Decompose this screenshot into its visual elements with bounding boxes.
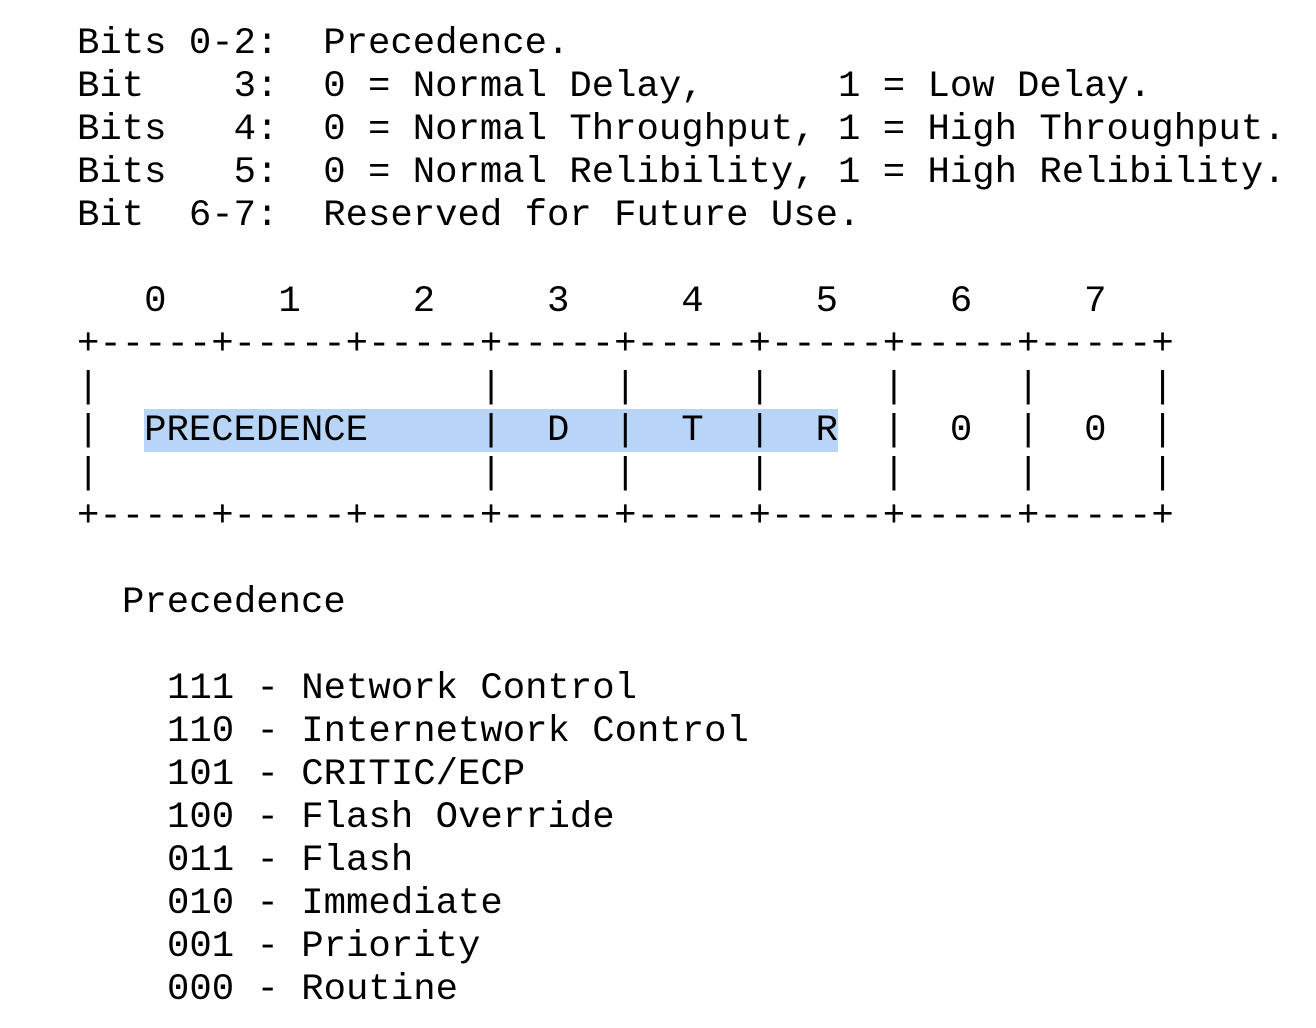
diagram-spacer-row: | | | | | | | <box>77 453 1174 495</box>
diagram-border-bottom: +-----+-----+-----+-----+-----+-----+---… <box>77 496 1174 538</box>
precedence-value: 010 - Immediate <box>167 883 503 925</box>
bit-description-line: Bit 6-7: Reserved for Future Use. <box>77 195 861 237</box>
precedence-value: 000 - Routine <box>167 969 458 1011</box>
field-highlight <box>144 409 838 452</box>
bit-description-line: Bits 5: 0 = Normal Relibility, 1 = High … <box>77 152 1286 194</box>
bit-description-line: Bit 3: 0 = Normal Delay, 1 = Low Delay. <box>77 66 1152 108</box>
precedence-value: 110 - Internetwork Control <box>167 711 749 753</box>
precedence-value: 111 - Network Control <box>167 668 638 710</box>
bit-description-line: Bits 4: 0 = Normal Throughput, 1 = High … <box>77 109 1286 151</box>
precedence-value: 011 - Flash <box>167 840 414 882</box>
bit-description-line: Bits 0-2: Precedence. <box>77 23 570 65</box>
precedence-value: 101 - CRITIC/ECP <box>167 754 526 796</box>
precedence-value: 001 - Priority <box>167 926 481 968</box>
precedence-value: 100 - Flash Override <box>167 797 615 839</box>
diagram-spacer-row: | | | | | | | <box>77 367 1174 409</box>
precedence-heading: Precedence <box>122 582 346 624</box>
diagram-border-top: +-----+-----+-----+-----+-----+-----+---… <box>77 324 1174 366</box>
bit-number-row: 0 1 2 3 4 5 6 7 <box>77 281 1107 323</box>
diagram-field-row: | PRECEDENCE | D | T | R | 0 | 0 | <box>77 410 1174 452</box>
